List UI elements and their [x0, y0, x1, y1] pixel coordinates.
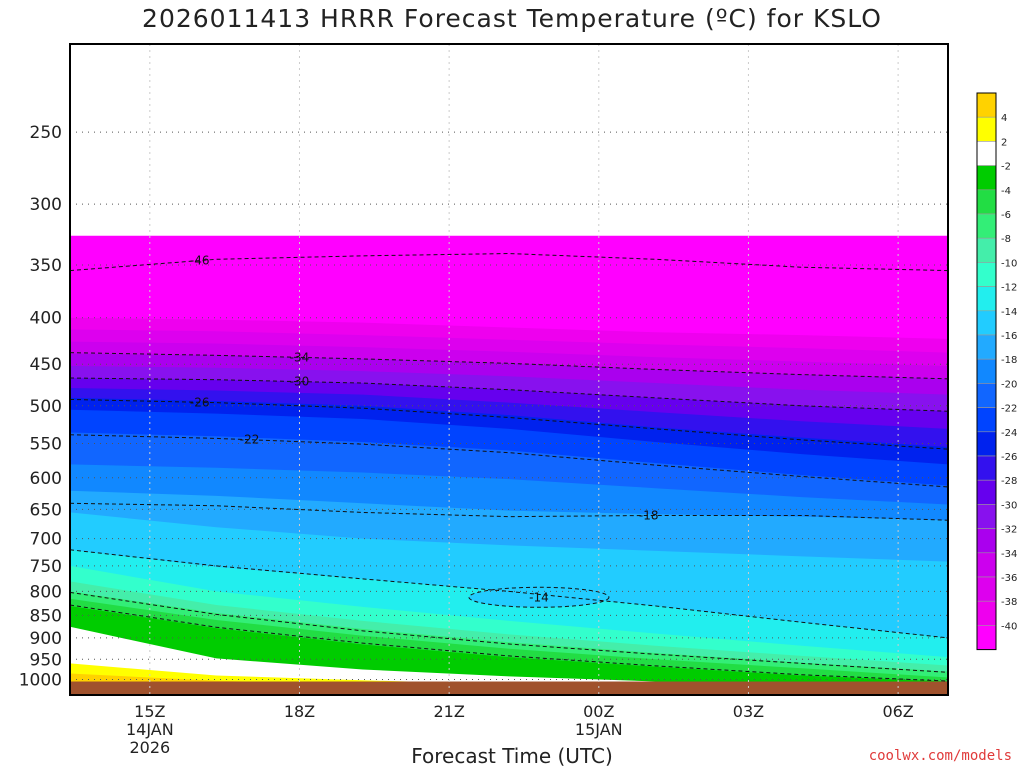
x-tick-label: 15Z: [134, 702, 165, 721]
ground-fill: [70, 681, 948, 695]
colorbar-label: 2: [1001, 137, 1007, 148]
colorbar-swatch: [976, 407, 997, 433]
contour-line: [69, 549, 949, 639]
colorbar-label: 4: [1001, 113, 1007, 124]
x-tick-label: 06Z: [882, 702, 913, 721]
colorbar-swatch: [976, 189, 997, 215]
source-credit-link[interactable]: coolwx.com/models: [868, 748, 1012, 764]
contour-label: -30: [290, 375, 310, 389]
colorbar-swatch: [976, 116, 997, 142]
y-tick-label: 950: [30, 650, 62, 670]
x-axis-label: Forecast Time (UTC): [411, 744, 613, 768]
colorbar-label: -12: [1001, 283, 1017, 294]
colorbar-swatch: [976, 141, 997, 166]
colorbar-swatch: [976, 334, 997, 360]
colorbar-swatch: [976, 213, 997, 239]
colorbar-label: -18: [1001, 355, 1017, 366]
colorbar-swatch: [976, 479, 997, 505]
colorbar-label: -20: [1001, 379, 1017, 390]
grid-lines: [70, 44, 948, 695]
colorbar-swatch: [976, 237, 997, 263]
colorbar-swatch: [976, 358, 997, 384]
colorbar-label: -14: [1001, 307, 1017, 318]
colorbar-swatch: [976, 528, 997, 554]
colorbar-label: -4: [1001, 186, 1011, 197]
colorbar-swatch: [976, 600, 997, 626]
y-tick-label: 750: [30, 557, 62, 577]
colorbar-swatch: [976, 262, 997, 287]
x-tick-sublabel: 15JAN: [575, 720, 623, 739]
colorbar-label: -10: [1001, 258, 1017, 269]
colorbar-swatch: [976, 552, 997, 578]
contour-label: -18: [639, 508, 659, 522]
colorbar-swatch: [976, 504, 997, 529]
chart-title: 2026011413 HRRR Forecast Temperature (ºC…: [142, 4, 882, 33]
y-tick-label: 850: [30, 606, 62, 626]
y-tick-label: 800: [30, 582, 62, 602]
colorbar-label: -32: [1001, 525, 1017, 536]
x-tick-sublabel: 14JAN: [126, 720, 174, 739]
y-tick-label: 350: [30, 256, 62, 276]
x-tick-label: 00Z: [583, 702, 614, 721]
y-tick-label: 300: [30, 195, 62, 215]
y-tick-label: 400: [30, 309, 62, 329]
colorbar-label: -24: [1001, 428, 1017, 439]
y-tick-label: 450: [30, 355, 62, 375]
colorbar-swatch: [976, 455, 997, 481]
closed-contour-minus-14: [468, 586, 610, 608]
colorbar-swatch: [976, 92, 997, 118]
colorbar-swatch: [976, 286, 997, 312]
colorbar-swatch: [976, 383, 997, 408]
contour-label: -14: [529, 590, 549, 604]
colorbar-label: -16: [1001, 331, 1017, 342]
x-tick-label: 18Z: [284, 702, 315, 721]
y-tick-label: 600: [30, 469, 62, 489]
contour-label: -34: [290, 350, 310, 364]
y-tick-label: 900: [30, 629, 62, 649]
contour-lines: -46 -34 -30 -26 -22 -18 -14: [69, 253, 949, 682]
colorbar-label: -22: [1001, 404, 1017, 415]
y-tick-label: 650: [30, 500, 62, 520]
contour-label: -22: [240, 433, 260, 447]
colorbar-label: -8: [1001, 234, 1011, 245]
colorbar-label: -26: [1001, 452, 1017, 463]
colorbar-label: -40: [1001, 621, 1017, 632]
colorbar-label: -6: [1001, 210, 1011, 221]
colorbar: 4 2 -2 -4 -6 -8 -10 -12 -14 -16 -18 -20 -22 -24 -26 -28…: [976, 92, 1017, 651]
colorbar-swatch: [976, 310, 997, 336]
x-tick-label: 21Z: [433, 702, 464, 721]
colorbar-label: -38: [1001, 597, 1017, 608]
colorbar-label: -34: [1001, 549, 1017, 560]
y-tick-label: 550: [30, 434, 62, 454]
contour-label: -46: [190, 254, 210, 268]
colorbar-frame: [976, 92, 997, 651]
axes: 250 300 350 400 450 500 550 600 650 700 750 800 850 9…: [19, 43, 949, 757]
x-tick-sublabel: 2026: [129, 738, 170, 757]
y-tick-label: 700: [30, 530, 62, 550]
contour-line: [69, 604, 949, 682]
colorbar-label: -30: [1001, 500, 1017, 511]
colorbar-label: -2: [1001, 162, 1011, 173]
x-tick-label: 03Z: [733, 702, 764, 721]
plot-frame: [69, 43, 949, 696]
contour-line: [69, 502, 949, 521]
plot-area: [70, 235, 948, 695]
contour-line: [69, 591, 949, 673]
colorbar-swatch: [976, 576, 997, 602]
y-tick-label: 1000: [19, 671, 62, 691]
colorbar-swatch: [976, 431, 997, 457]
y-tick-label: 500: [30, 397, 62, 417]
colorbar-label: -36: [1001, 573, 1017, 584]
temperature-field: [70, 235, 948, 695]
contour-label: -26: [190, 395, 210, 409]
colorbar-label: -28: [1001, 476, 1017, 487]
colorbar-swatch: [976, 625, 997, 650]
colorbar-swatch: [976, 165, 997, 191]
y-tick-label: 250: [30, 123, 62, 143]
